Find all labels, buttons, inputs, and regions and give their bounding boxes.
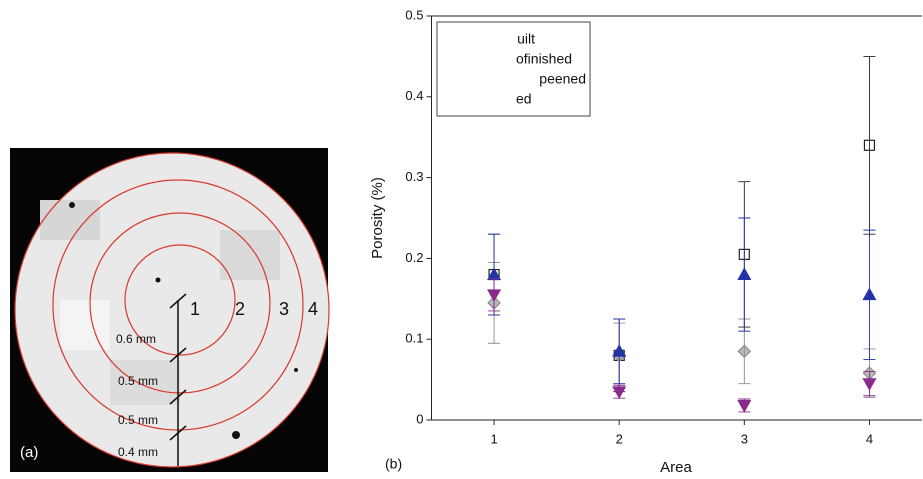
ring-label: 4 bbox=[308, 299, 318, 319]
marker bbox=[737, 400, 752, 413]
marker bbox=[737, 344, 752, 359]
scale-tick bbox=[169, 389, 187, 405]
ring bbox=[89, 212, 271, 394]
scale-label: 0.4 mm bbox=[118, 445, 158, 459]
legend-label: ed bbox=[516, 91, 532, 107]
x-tick-label: 3 bbox=[741, 431, 748, 446]
pore bbox=[155, 277, 161, 283]
pore bbox=[294, 368, 298, 372]
marker bbox=[863, 139, 876, 151]
legend-label: peened bbox=[539, 71, 586, 87]
texture bbox=[60, 300, 110, 350]
marker bbox=[487, 267, 502, 280]
scale-tick bbox=[169, 293, 187, 309]
marker bbox=[737, 267, 752, 280]
marker bbox=[862, 378, 877, 391]
scale-label: 0.5 mm bbox=[118, 413, 158, 427]
error-bar bbox=[863, 55, 876, 235]
marker bbox=[612, 386, 627, 399]
y-tick-label: 0 bbox=[416, 411, 423, 426]
scale-tick bbox=[169, 425, 187, 441]
x-tick-label: 1 bbox=[490, 431, 497, 446]
scale-label: 0.5 mm bbox=[118, 374, 158, 388]
x-axis-label: Area bbox=[660, 459, 692, 476]
y-tick-label: 0.5 bbox=[405, 7, 423, 22]
pore bbox=[232, 431, 240, 439]
marker bbox=[612, 344, 627, 357]
scale-label: 0.6 mm bbox=[116, 332, 156, 346]
ring-label: 1 bbox=[190, 299, 200, 319]
legend-label: ofinished bbox=[516, 51, 572, 67]
texture bbox=[220, 230, 280, 280]
scale-tick bbox=[169, 347, 187, 363]
texture bbox=[110, 360, 180, 405]
y-tick-label: 0.2 bbox=[405, 250, 423, 265]
marker bbox=[862, 287, 877, 301]
x-tick-label: 4 bbox=[866, 431, 873, 446]
y-axis-label: Porosity (%) bbox=[369, 177, 386, 259]
panel-label: (b) bbox=[385, 456, 402, 472]
ring bbox=[14, 152, 330, 468]
legend-label: uilt bbox=[517, 31, 535, 47]
y-tick-label: 0.4 bbox=[405, 88, 423, 103]
panel-label: (a) bbox=[20, 444, 38, 461]
photo-panel: 1 2 3 4 0.6 mm 0.5 mm 0.5 mm 0.4 mm (a) bbox=[10, 148, 330, 472]
pore bbox=[69, 202, 75, 208]
y-tick-label: 0.3 bbox=[405, 169, 423, 184]
legend-box bbox=[436, 21, 591, 117]
x-tick-label: 2 bbox=[616, 431, 623, 446]
marker bbox=[487, 289, 502, 302]
ring-label: 3 bbox=[279, 299, 289, 319]
axis-frame bbox=[431, 15, 922, 421]
ring bbox=[124, 244, 236, 356]
y-tick-label: 0.1 bbox=[405, 331, 423, 346]
ring-label: 2 bbox=[235, 299, 245, 319]
